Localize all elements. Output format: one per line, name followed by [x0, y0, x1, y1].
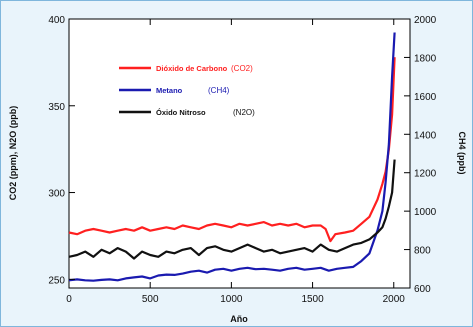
- x-axis-ticks: 0 500 1000 1500 2000: [66, 19, 405, 305]
- legend: Dióxido de Carbono (CO2) Metano (CH4) Óxido …: [119, 64, 255, 117]
- x-tick-label: 0: [66, 294, 72, 305]
- left-axis-label: CO2 (ppm), N2O (ppb): [8, 106, 18, 201]
- right-tick-label: 1800: [414, 53, 437, 64]
- right-tick-label: 1000: [414, 207, 437, 218]
- left-tick-label: 400: [48, 15, 65, 26]
- legend-label-0: Dióxido de Carbono: [156, 64, 228, 73]
- x-axis-label: Año: [230, 314, 248, 324]
- legend-label-1: Metano: [156, 86, 183, 95]
- x-tick-label: 1000: [220, 294, 243, 305]
- left-tick-label: 250: [48, 275, 65, 286]
- left-tick-label: 300: [48, 189, 65, 200]
- right-tick-label: 1200: [414, 169, 437, 180]
- right-tick-label: 1400: [414, 130, 437, 141]
- plot-area: [68, 18, 411, 289]
- legend-formula-2: (N2O): [233, 108, 255, 117]
- left-axis-ticks: 250 300 350 400: [48, 15, 75, 286]
- legend-formula-0: (CO2): [231, 64, 253, 73]
- legend-label-2: Óxido Nitroso: [156, 108, 206, 117]
- series-line-1: [68, 32, 396, 282]
- series-line-0: [68, 57, 396, 243]
- right-axis-ticks: 600 800 1000 1200 1400 1600 1800 2000: [404, 15, 437, 295]
- right-tick-label: 800: [414, 246, 431, 257]
- x-tick-label: 500: [142, 294, 159, 305]
- x-tick-label: 1500: [301, 294, 324, 305]
- left-tick-label: 350: [48, 102, 65, 113]
- right-tick-label: 2000: [414, 15, 437, 26]
- right-axis-label: CH4 (ppb): [457, 132, 467, 175]
- legend-formula-1: (CH4): [208, 86, 230, 95]
- series-layer: [68, 32, 396, 282]
- right-tick-label: 600: [414, 284, 431, 295]
- x-tick-label: 2000: [383, 294, 406, 305]
- right-tick-label: 1600: [414, 92, 437, 103]
- series-line-2: [68, 159, 396, 260]
